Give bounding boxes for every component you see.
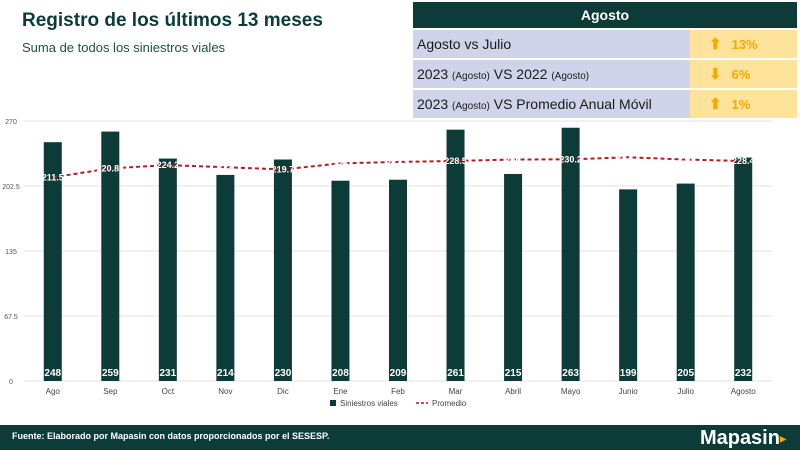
average-line [52, 156, 744, 179]
comparison-label: 2023 (Agosto) VS 2022 (Agosto) [413, 58, 690, 89]
bar-value-label: 199 [620, 368, 637, 379]
comparison-title: Agosto [413, 2, 797, 29]
bar-value-label: 231 [160, 368, 177, 379]
bar [273, 159, 292, 381]
arrow-up-icon: ⬆ [709, 96, 722, 113]
comparison-row: Agosto vs Julio ⬆ 13% [413, 28, 797, 59]
brand-logo: Mapasin▸ [699, 427, 786, 449]
comparison-value-cell: ⬇ 6% [690, 58, 797, 89]
bar [734, 157, 753, 381]
x-tick-label: Oct [162, 387, 175, 396]
x-tick-label: Abril [505, 387, 521, 396]
x-tick-label: Feb [391, 387, 405, 396]
average-value-label: 230 [506, 155, 521, 165]
y-tick-label: 270 [5, 119, 17, 126]
x-tick-label: Sep [103, 387, 118, 396]
bar-value-label: 209 [390, 368, 407, 379]
brand-mark-icon: ▸ [779, 431, 786, 446]
average-value-label: 224.2 [157, 160, 180, 170]
average-value-label: 222 [218, 162, 233, 172]
legend-swatch-bars [330, 400, 336, 406]
average-value-label: 230 [678, 155, 693, 165]
bar [446, 129, 465, 381]
bar [43, 142, 62, 381]
page-title: Registro de los últimos 13 meses [22, 10, 323, 31]
comparison-row: 2023 (Agosto) VS Promedio Anual Móvil ⬆ 1… [413, 88, 797, 118]
bar [331, 180, 350, 381]
legend-label-bars: Siniestros viales [340, 399, 398, 408]
comparison-value-cell: ⬆ 13% [690, 28, 797, 59]
comparison-value-cell: ⬆ 1% [690, 88, 797, 118]
bar-chart: 0 67.5 135 202.5 270 248 Ago 259 Sep 231 Oct 214 Nov… [2, 119, 772, 408]
bar [389, 179, 407, 381]
comparison-value: 1% [731, 97, 751, 112]
x-tick-label: Mar [449, 387, 463, 396]
average-value-label: 220.83 [97, 163, 125, 173]
bar-value-label: 214 [217, 368, 234, 379]
source-note: Fuente: Elaborado por Mapasin con datos … [12, 431, 330, 441]
average-value-label: 226 [333, 158, 348, 168]
y-tick-label: 0 [9, 379, 13, 386]
bar-value-label: 261 [447, 368, 464, 379]
average-value-label: 219.7 [272, 164, 295, 174]
average-value-label: 232.3 [617, 152, 640, 162]
bar-value-label: 208 [332, 368, 349, 379]
bar [101, 131, 120, 381]
comparison-value: 13% [731, 37, 758, 52]
bar [676, 183, 695, 381]
comparison-table: Agosto Agosto vs Julio ⬆ 13% 2023 (Agosto… [413, 2, 797, 118]
average-value-label: 228.4 [732, 156, 755, 166]
average-value-label: 227.5 [387, 157, 410, 167]
comparison-label: 2023 (Agosto) VS Promedio Anual Móvil [413, 88, 690, 118]
bar [504, 173, 523, 381]
footer-bar: Fuente: Elaborado por Mapasin con datos … [0, 425, 800, 450]
comparison-label: Agosto vs Julio [413, 28, 690, 59]
legend-label-average: Promedio [432, 399, 467, 408]
bar [216, 174, 235, 381]
bar-value-label: 230 [275, 368, 292, 379]
x-tick-label: Julio [677, 387, 694, 396]
bar-value-label: 259 [102, 368, 119, 379]
x-tick-label: Ene [333, 387, 348, 396]
bar-value-label: 232 [735, 368, 752, 379]
x-tick-label: Mayo [561, 387, 581, 396]
y-tick-label: 135 [5, 249, 17, 256]
y-tick-label: 67.5 [4, 314, 18, 321]
comparison-value: 6% [731, 67, 751, 82]
average-value-label: 228.5 [444, 156, 467, 166]
average-value-label: 211.5 [42, 172, 64, 182]
x-tick-label: Agosto [731, 387, 756, 396]
page-subtitle: Suma de todos los siniestros viales [22, 40, 226, 55]
bar-value-label: 248 [44, 368, 61, 379]
bar-value-label: 205 [677, 368, 694, 379]
bar-value-label: 263 [562, 368, 579, 379]
comparison-row: 2023 (Agosto) VS 2022 (Agosto) ⬇ 6% [413, 58, 797, 89]
bar [561, 127, 580, 381]
x-tick-label: Ago [46, 387, 61, 396]
arrow-up-icon: ⬆ [709, 36, 722, 53]
x-tick-label: Junio [619, 387, 639, 396]
x-tick-label: Nov [218, 387, 232, 396]
arrow-down-icon: ⬇ [709, 66, 722, 83]
y-tick-label: 202.5 [2, 184, 20, 191]
bar-value-label: 215 [505, 368, 522, 379]
x-tick-label: Dic [277, 387, 289, 396]
average-value-label: 230.2 [559, 154, 582, 164]
bar [158, 158, 177, 381]
bar [619, 189, 638, 381]
